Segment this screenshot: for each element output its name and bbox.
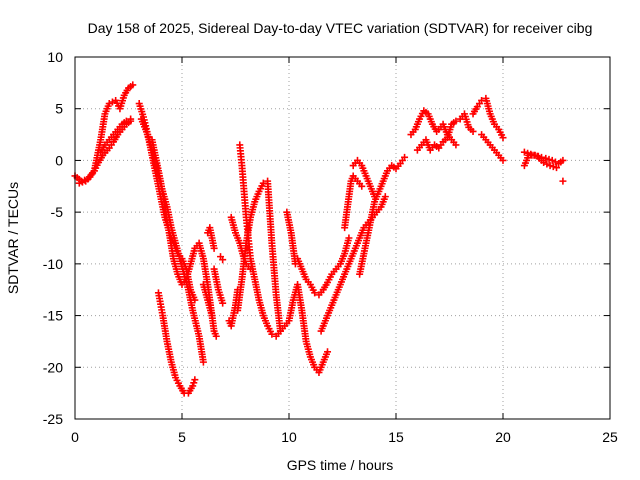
x-tick-label: 10 (281, 429, 297, 445)
y-axis-label: SDTVAR / TECUs (5, 182, 21, 294)
data-point (469, 127, 477, 135)
x-axis-label: GPS time / hours (287, 457, 394, 473)
data-point (219, 299, 227, 307)
x-tick-label: 25 (602, 429, 618, 445)
data-point (401, 153, 409, 161)
data-point (553, 164, 560, 172)
grid (75, 57, 610, 419)
series-track-1 (71, 81, 137, 185)
data-point (122, 117, 130, 125)
x-tick-label: 0 (71, 429, 79, 445)
y-tick-label: -15 (43, 308, 63, 324)
data-point (78, 178, 86, 186)
data-point (530, 151, 538, 159)
x-tick-label: 20 (495, 429, 511, 445)
data-point (191, 376, 199, 384)
series-track-2 (75, 117, 135, 187)
data-point (499, 156, 507, 164)
data-point (381, 193, 389, 201)
series-track-9 (204, 224, 218, 252)
y-tick-label: 10 (47, 49, 63, 65)
series-track-26 (469, 94, 507, 142)
series-track-11 (210, 265, 227, 307)
series-track-20 (341, 172, 366, 232)
series-track-19 (317, 193, 389, 335)
data-point (520, 148, 528, 156)
series-track-22 (349, 156, 379, 201)
data-point (546, 162, 554, 170)
series-track-18 (294, 234, 353, 299)
data-point (559, 156, 567, 164)
data-point (219, 256, 227, 264)
series-track-24 (413, 110, 477, 154)
series-track-3 (97, 115, 135, 156)
data-point (210, 244, 218, 252)
data-point (199, 358, 207, 366)
series-track-16 (283, 208, 299, 268)
series-track-8 (199, 281, 220, 340)
data-point (127, 115, 135, 123)
series-track-21 (356, 153, 409, 278)
series-track-25 (435, 120, 460, 149)
series-track-30 (559, 177, 567, 185)
data-point (75, 179, 83, 187)
data-point (524, 149, 532, 157)
data-point (549, 163, 557, 171)
series-track-10 (217, 253, 227, 264)
y-tick-label: -5 (51, 204, 64, 220)
series-track-27 (478, 131, 507, 164)
series-track-7 (154, 289, 199, 397)
data-point (499, 134, 507, 142)
data-point (358, 182, 366, 190)
data-marks (71, 81, 567, 397)
data-point (452, 141, 460, 149)
data-point (276, 327, 284, 335)
y-tick-label: 0 (55, 152, 63, 168)
series-track-17 (285, 281, 332, 376)
x-tick-label: 15 (388, 429, 404, 445)
series-track-23 (407, 107, 441, 139)
y-tick-label: 5 (55, 101, 63, 117)
data-point (559, 177, 567, 185)
series-track-15 (234, 177, 284, 335)
data-point (542, 154, 550, 162)
series-track-29 (520, 148, 560, 172)
data-point (268, 330, 276, 338)
data-point (324, 348, 332, 356)
data-point (345, 234, 353, 242)
data-point (212, 332, 220, 340)
plot-frame (74, 56, 611, 420)
data-point (527, 150, 535, 158)
data-point (545, 155, 553, 163)
data-point (371, 193, 379, 201)
y-tick-label: -20 (43, 359, 63, 375)
data-point (311, 289, 319, 297)
x-tick-label: 5 (178, 429, 186, 445)
chart-title: Day 158 of 2025, Sidereal Day-to-day VTE… (88, 20, 593, 36)
data-point (452, 117, 460, 125)
data-point (129, 81, 137, 89)
y-tick-label: -25 (43, 411, 63, 427)
axis-ticks: 0 5 10 15 20 25 -25 -20 -15 -10 -5 0 5 10 (43, 49, 618, 445)
y-tick-label: -10 (43, 256, 63, 272)
